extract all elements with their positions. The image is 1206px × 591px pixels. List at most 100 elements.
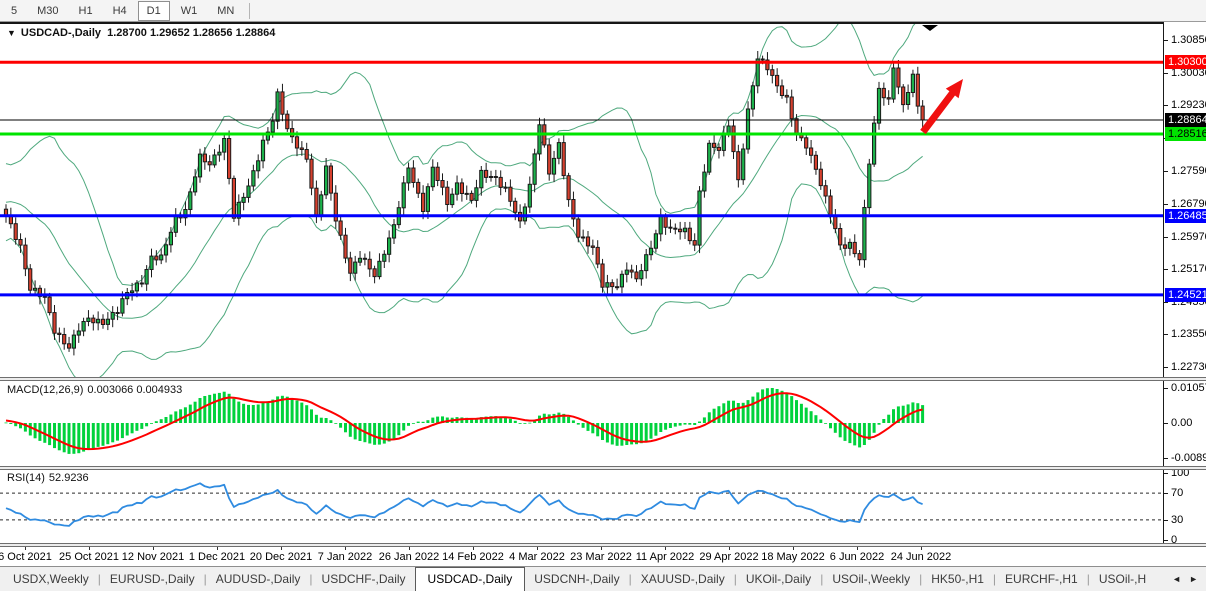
price-badge-1.26485: 1.26485 [1165,208,1206,223]
price-axis-tick [1164,301,1168,303]
rsi-canvas[interactable] [0,470,1163,543]
chart-tab-bar: USDX,Weekly | EURUSD-,Daily | AUDUSD-,Daily |… [0,566,1206,591]
price-badge-1.24521: 1.24521 [1165,287,1206,302]
rsi-axis-label: 70 [1171,487,1184,500]
date-axis-label: 6 Jun 2022 [829,551,885,563]
toolbar-separator [249,2,251,19]
date-axis-tick [345,547,346,550]
tab-divider: | [919,572,923,586]
tab-ukoil-daily[interactable]: UKOil-,Daily [745,572,812,586]
bollinger-upper-band [5,24,916,287]
tab-scroll-left-button[interactable]: ◄ [1172,574,1182,584]
tab-hk50-h1[interactable]: HK50-,H1 [931,572,984,586]
price-axis-label: 1.29230 [1171,99,1206,112]
panel-separator[interactable] [0,466,1206,470]
price-axis-tick [1164,105,1168,107]
price-chart-panel[interactable] [0,22,1163,377]
macd-canvas[interactable] [0,381,1163,466]
rsi-axis-label: 0 [1171,534,1178,546]
rsi-indicator-label: RSI(14) 52.9236 [7,472,93,484]
panel-separator[interactable] [0,377,1206,381]
tab-usdcnh-daily[interactable]: USDCNH-,Daily [534,572,620,586]
date-axis-tick [89,547,90,550]
macd-indicator-label: MACD(12,26,9) 0.003066 0.004933 [7,384,186,396]
price-axis-tick [1164,171,1168,173]
date-axis-label: 29 Apr 2022 [699,551,759,563]
price-axis-label: 1.22730 [1171,361,1206,374]
tab-eurusd-daily[interactable]: EURUSD-,Daily [109,572,195,586]
macd-axis-tick [1164,388,1168,389]
tab-usoil-h[interactable]: USOil-,H [1098,572,1147,586]
price-axis-label: 1.30030 [1171,67,1206,80]
tab-scroll-right-button[interactable]: ► [1189,574,1198,584]
date-axis-label: 11 Apr 2022 [635,551,695,563]
price-chart-canvas[interactable] [0,24,1163,377]
rsi-title: RSI(14) [7,472,45,484]
rsi-panel[interactable] [0,470,1163,543]
timeframe-button-5[interactable]: 5 [11,4,18,17]
timeframe-button-w1[interactable]: W1 [180,4,198,17]
macd-axis-label: 0.00 [1171,417,1193,429]
rsi-axis-label: 30 [1171,513,1184,526]
tab-eurchf-h1[interactable]: EURCHF-,H1 [1005,572,1078,586]
macd-axis-tick [1164,423,1168,424]
price-axis-label: 1.25970 [1171,230,1206,243]
trend-arrow[interactable] [920,79,963,135]
rsi-axis-tick [1164,493,1168,495]
price-badge-1.30300: 1.30300 [1165,55,1206,70]
tab-audusd-daily[interactable]: AUDUSD-,Daily [215,572,301,586]
timeframe-button-mn[interactable]: MN [217,4,235,17]
macd-histogram [4,388,925,454]
tab-divider: | [97,572,101,586]
macd-panel[interactable] [0,381,1163,466]
tab-usdcad-daily[interactable]: USDCAD-,Daily [414,567,526,591]
chart-ohlc-values: 1.28700 1.29652 1.28656 1.28864 [107,27,276,39]
date-axis-label: 24 Jun 2022 [890,551,952,563]
price-badge-1.28864: 1.28864 [1165,112,1206,127]
timeframe-button-h4[interactable]: H4 [112,4,127,17]
price-axis: 1.308501.300301.292301.284101.275901.267… [1163,22,1206,546]
candles-layer [3,51,925,356]
rsi-axis-tick [1164,473,1168,474]
rsi-line [5,482,923,527]
panel-separator[interactable] [0,543,1206,547]
timeframe-button-d1[interactable]: D1 [137,0,170,21]
macd-axis-label: -0.00896 [1171,452,1206,464]
tab-scroll-buttons: ◄ ► [1165,567,1205,591]
price-axis-label: 1.27590 [1171,165,1206,178]
tab-usoil-weekly[interactable]: USOil-,Weekly [832,572,911,586]
date-axis-tick [793,547,794,550]
date-axis-tick [729,547,730,550]
date-axis-tick [25,547,26,550]
chart-shift-marker-icon[interactable] [922,25,938,31]
price-badge-1.28516: 1.28516 [1165,126,1206,141]
rsi-axis-tick [1164,540,1168,541]
timeframe-button-m30[interactable]: M30 [37,4,59,17]
date-axis-label: 25 Oct 2021 [59,551,119,563]
chart-symbol-period: USDCAD-,Daily [20,27,101,39]
tab-divider: | [1086,572,1090,586]
date-axis-label: 4 Mar 2022 [509,551,565,563]
macd-signal-line [5,392,923,451]
tab-usdx-weekly[interactable]: USDX,Weekly [13,572,89,586]
date-axis-label: 12 Nov 2021 [121,551,185,563]
macd-title: MACD(12,26,9) [7,384,84,396]
tab-usdchf-daily[interactable]: USDCHF-,Daily [321,572,406,586]
tab-xauusd-daily[interactable]: XAUUSD-,Daily [640,572,725,586]
tab-divider: | [733,572,737,586]
date-axis-tick [153,547,154,550]
price-axis-tick [1164,367,1168,369]
date-axis-tick [601,547,602,550]
date-axis-tick [473,547,474,550]
rsi-axis-label: 100 [1171,467,1190,479]
date-axis-tick [409,547,410,550]
date-axis-label: 18 May 2022 [761,551,825,563]
date-axis-tick [921,547,922,550]
tab-divider: | [203,572,207,586]
price-axis-tick [1164,333,1168,335]
chart-menu-arrow-icon[interactable]: ▼ [7,28,16,38]
tab-divider: | [628,572,632,586]
timeframe-button-h1[interactable]: H1 [78,4,93,17]
price-axis-tick [1164,73,1168,75]
date-axis-tick [665,547,666,550]
